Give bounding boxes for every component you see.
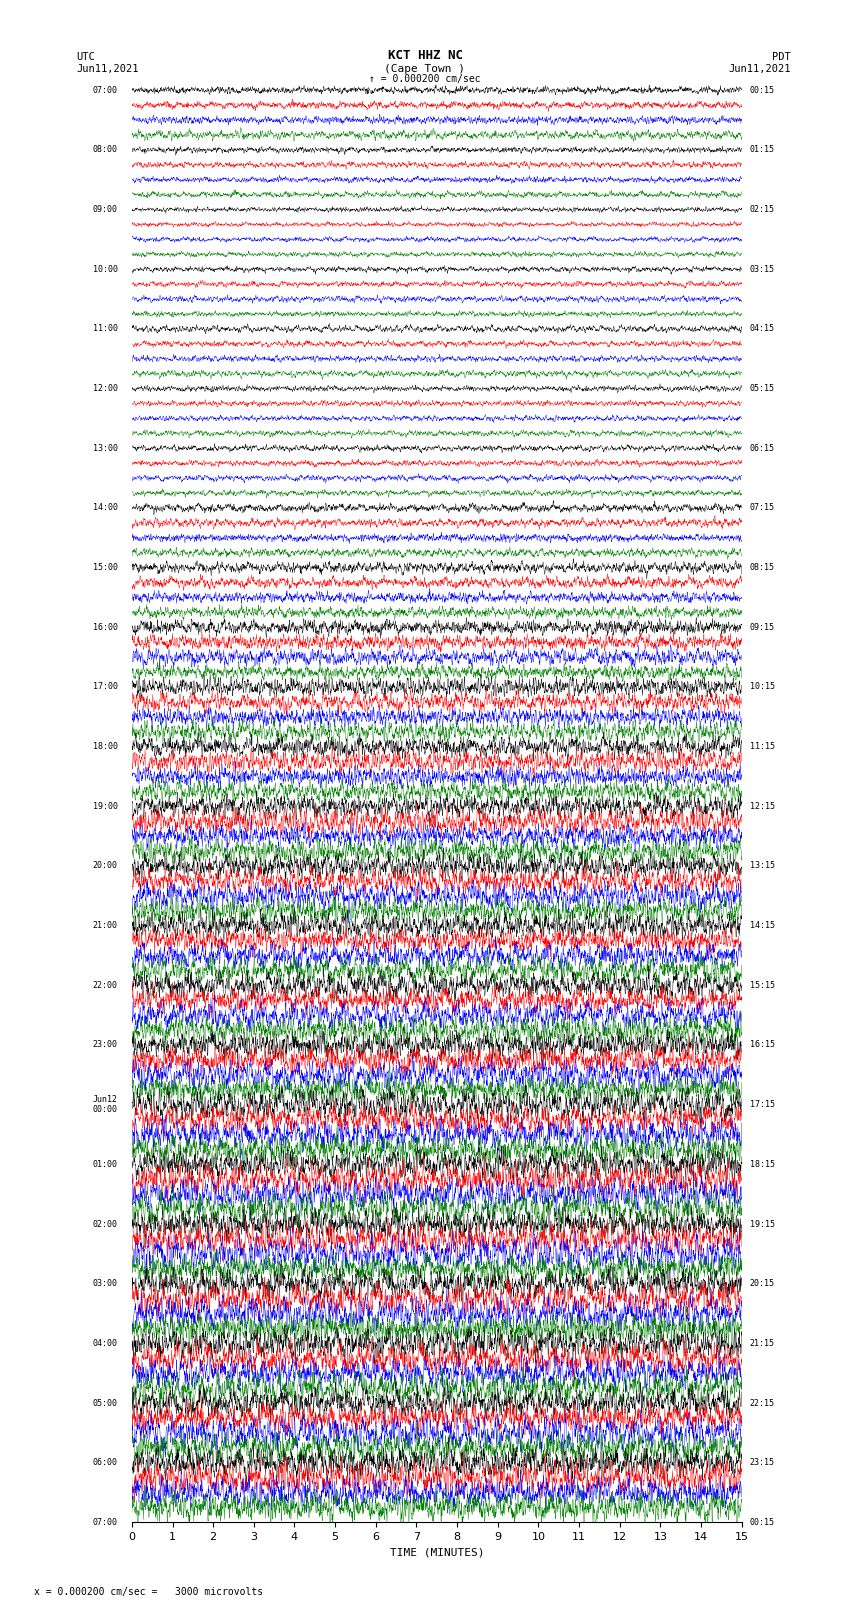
Text: 15:15: 15:15 xyxy=(750,981,775,990)
Text: 23:15: 23:15 xyxy=(750,1458,775,1468)
Text: 23:00: 23:00 xyxy=(93,1040,117,1050)
Text: 11:00: 11:00 xyxy=(93,324,117,334)
Text: 16:00: 16:00 xyxy=(93,623,117,632)
Text: 14:15: 14:15 xyxy=(750,921,775,931)
Text: 21:15: 21:15 xyxy=(750,1339,775,1348)
Text: 08:00: 08:00 xyxy=(93,145,117,155)
Text: 07:00: 07:00 xyxy=(93,1518,117,1528)
Text: 08:15: 08:15 xyxy=(750,563,775,573)
Text: 07:00: 07:00 xyxy=(93,85,117,95)
Text: Jun11,2021: Jun11,2021 xyxy=(728,65,791,74)
Text: UTC: UTC xyxy=(76,52,95,63)
Text: 00:15: 00:15 xyxy=(750,85,775,95)
Text: 19:15: 19:15 xyxy=(750,1219,775,1229)
Text: Jun11,2021: Jun11,2021 xyxy=(76,65,139,74)
Text: 22:00: 22:00 xyxy=(93,981,117,990)
Text: 18:15: 18:15 xyxy=(750,1160,775,1169)
Text: 17:15: 17:15 xyxy=(750,1100,775,1110)
Text: 03:00: 03:00 xyxy=(93,1279,117,1289)
Text: 22:15: 22:15 xyxy=(750,1398,775,1408)
Text: KCT HHZ NC: KCT HHZ NC xyxy=(388,48,462,63)
Text: 13:00: 13:00 xyxy=(93,444,117,453)
Text: 09:00: 09:00 xyxy=(93,205,117,215)
Text: 20:00: 20:00 xyxy=(93,861,117,871)
Text: 13:15: 13:15 xyxy=(750,861,775,871)
Text: 21:00: 21:00 xyxy=(93,921,117,931)
Text: 01:15: 01:15 xyxy=(750,145,775,155)
Text: x = 0.000200 cm/sec =   3000 microvolts: x = 0.000200 cm/sec = 3000 microvolts xyxy=(34,1587,264,1597)
Text: 12:00: 12:00 xyxy=(93,384,117,394)
Text: 06:00: 06:00 xyxy=(93,1458,117,1468)
Text: 06:15: 06:15 xyxy=(750,444,775,453)
Text: 15:00: 15:00 xyxy=(93,563,117,573)
Text: 07:15: 07:15 xyxy=(750,503,775,513)
Text: 01:00: 01:00 xyxy=(93,1160,117,1169)
Text: 17:00: 17:00 xyxy=(93,682,117,692)
Text: 11:15: 11:15 xyxy=(750,742,775,752)
Text: 12:15: 12:15 xyxy=(750,802,775,811)
Text: Jun12
00:00: Jun12 00:00 xyxy=(93,1095,117,1115)
X-axis label: TIME (MINUTES): TIME (MINUTES) xyxy=(389,1548,484,1558)
Text: PDT: PDT xyxy=(772,52,791,63)
Text: (Cape Town ): (Cape Town ) xyxy=(384,65,466,74)
Text: 20:15: 20:15 xyxy=(750,1279,775,1289)
Text: 00:15: 00:15 xyxy=(750,1518,775,1528)
Text: 04:15: 04:15 xyxy=(750,324,775,334)
Text: 10:15: 10:15 xyxy=(750,682,775,692)
Text: 19:00: 19:00 xyxy=(93,802,117,811)
Text: 05:00: 05:00 xyxy=(93,1398,117,1408)
Text: ↑ = 0.000200 cm/sec: ↑ = 0.000200 cm/sec xyxy=(369,74,481,84)
Text: 09:15: 09:15 xyxy=(750,623,775,632)
Text: 16:15: 16:15 xyxy=(750,1040,775,1050)
Text: 18:00: 18:00 xyxy=(93,742,117,752)
Text: 10:00: 10:00 xyxy=(93,265,117,274)
Text: 14:00: 14:00 xyxy=(93,503,117,513)
Text: 05:15: 05:15 xyxy=(750,384,775,394)
Text: 03:15: 03:15 xyxy=(750,265,775,274)
Text: 02:15: 02:15 xyxy=(750,205,775,215)
Text: 04:00: 04:00 xyxy=(93,1339,117,1348)
Text: 02:00: 02:00 xyxy=(93,1219,117,1229)
